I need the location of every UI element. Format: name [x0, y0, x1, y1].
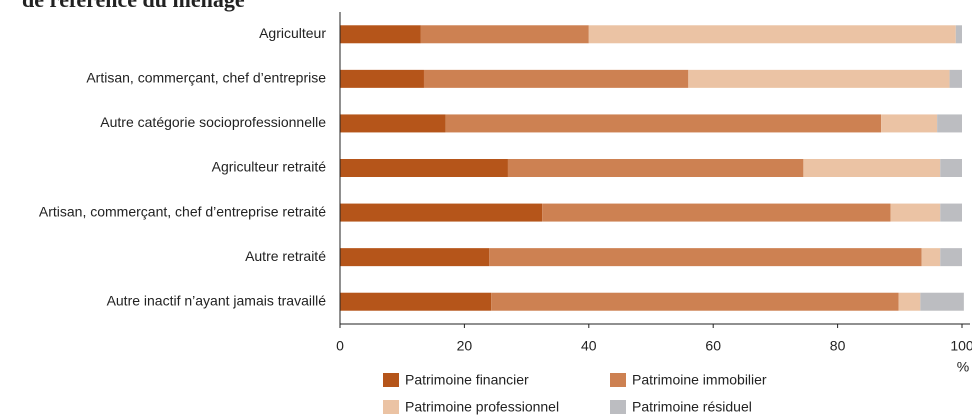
y-tick-label: Agriculteur: [259, 25, 326, 41]
y-tick-label: Artisan, commerçant, chef d’entreprise r…: [39, 203, 326, 219]
bar-segment: [937, 114, 962, 133]
legend-swatch: [383, 373, 399, 387]
y-tick-label: Autre retraité: [245, 248, 326, 264]
bar-segment: [890, 203, 941, 222]
legend-label: Patrimoine résiduel: [632, 399, 752, 415]
bar-segment: [340, 292, 492, 311]
chart-title: de référence du ménage: [22, 0, 245, 12]
y-tick-label: Autre catégorie socioprofessionnelle: [100, 114, 326, 130]
bar-segment: [542, 203, 891, 222]
legend-label: Patrimoine professionnel: [405, 399, 559, 415]
x-tick-label: 40: [581, 338, 597, 354]
bar-segment: [588, 25, 956, 44]
bar-segment: [489, 248, 922, 267]
legend-swatch: [383, 400, 399, 414]
bar-segment: [423, 69, 689, 88]
x-tick-label: 60: [705, 338, 721, 354]
bar-segment: [340, 203, 543, 222]
x-tick-label: 80: [830, 338, 846, 354]
y-tick-label: Artisan, commerçant, chef d’entreprise: [86, 70, 326, 86]
y-tick-label: Agriculteur retraité: [212, 159, 327, 175]
bar-segment: [898, 292, 921, 311]
bar-segment: [420, 25, 589, 44]
bar-segment: [340, 248, 490, 267]
bar-segment: [920, 292, 964, 311]
bar-segment: [688, 69, 950, 88]
bar-segment: [340, 25, 421, 44]
legend-swatch: [610, 373, 626, 387]
bar-segment: [881, 114, 938, 133]
x-axis-unit: %: [957, 359, 969, 375]
legend-swatch: [610, 400, 626, 414]
y-tick-label: Autre inactif n’ayant jamais travaillé: [107, 292, 327, 308]
bar-segment: [491, 292, 899, 311]
bar-segment: [445, 114, 882, 133]
bar-segment: [940, 159, 962, 177]
legend-label: Patrimoine immobilier: [632, 372, 767, 388]
x-tick-label: 20: [457, 338, 473, 354]
bar-segment: [940, 248, 962, 267]
bar-segment: [955, 25, 962, 44]
bar-segment: [340, 159, 508, 177]
bar-segment: [803, 159, 941, 177]
x-tick-label: 0: [336, 338, 344, 354]
bar-segment: [949, 69, 962, 88]
bar-segment: [340, 69, 424, 88]
bar-segment: [940, 203, 962, 222]
bar-segment: [921, 248, 941, 267]
legend-label: Patrimoine financier: [405, 372, 529, 388]
bar-segment: [507, 159, 804, 177]
bar-segment: [340, 114, 446, 133]
x-tick-label: 100: [950, 338, 972, 354]
